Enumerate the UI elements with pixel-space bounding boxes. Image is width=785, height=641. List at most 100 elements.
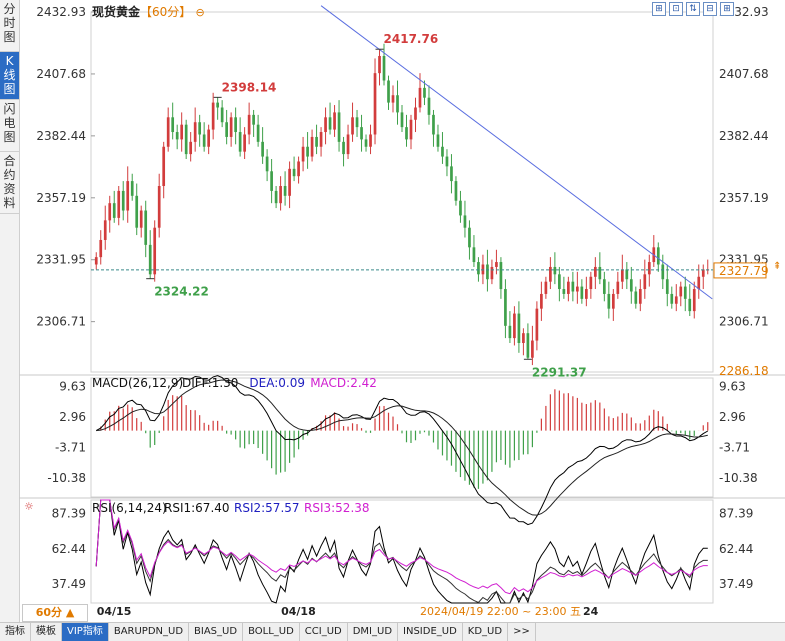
candle-body — [638, 289, 642, 304]
tab-contract-info[interactable]: 合约资料 — [0, 152, 19, 214]
macd-diff-line — [95, 375, 709, 526]
tab-kd[interactable]: KD_UD — [463, 623, 509, 641]
candle-body — [184, 124, 188, 155]
candle-body — [593, 266, 597, 277]
candle-body — [535, 308, 539, 341]
candle-body — [247, 114, 251, 135]
candle-body — [567, 281, 570, 294]
candle-body — [270, 171, 273, 191]
candle-body — [477, 262, 480, 275]
candle-body — [558, 274, 561, 290]
tab-cci[interactable]: CCI_UD — [300, 623, 348, 641]
macd-value-macd: MACD:2.42 — [310, 376, 377, 390]
candle-body — [306, 146, 309, 157]
candle-body — [94, 257, 98, 265]
candle-body — [540, 293, 543, 309]
candle-body — [130, 181, 134, 196]
candle-body — [616, 281, 620, 294]
tab-dmi[interactable]: DMI_UD — [348, 623, 399, 641]
tab-templates[interactable]: 模板 — [31, 623, 62, 641]
candle-body — [229, 117, 233, 137]
candle-body — [301, 146, 305, 162]
tab-flash-chart[interactable]: 闪电图 — [0, 100, 19, 152]
candle-body — [297, 161, 300, 177]
candle-body — [499, 262, 503, 290]
period-label[interactable]: 【60分】 — [140, 5, 192, 19]
indicator-tab-bar: 指标 模板 VIP指标 BARUPDN_UD BIAS_UD BOLL_UD C… — [0, 622, 785, 641]
rsi-tick-left: 87.39 — [52, 507, 86, 521]
macd-value-diff: DIFF:1.30 — [182, 376, 238, 390]
candle-body — [324, 117, 327, 133]
candle-body — [216, 102, 219, 108]
candle-body — [189, 141, 193, 155]
candle-body — [508, 325, 512, 339]
price-tick-right: 2407.68 — [719, 67, 769, 81]
candle-body — [148, 244, 152, 275]
candle-body — [391, 95, 395, 103]
zoom-icon[interactable]: ⊞ — [720, 2, 734, 16]
tab-barupdn[interactable]: BARUPDN_UD — [109, 623, 190, 641]
candle-body — [364, 139, 368, 147]
candle-body — [378, 55, 381, 74]
tab-time-sharing[interactable]: 分时图 — [0, 0, 19, 52]
tab-kline[interactable]: K线图 — [0, 52, 19, 100]
candle-body — [121, 190, 125, 211]
candle-body — [261, 141, 264, 157]
tab-inside[interactable]: INSIDE_UD — [398, 623, 463, 641]
candle-body — [589, 276, 593, 290]
candle-body — [288, 168, 291, 196]
candle-body — [135, 195, 139, 228]
tab-indicators[interactable]: 指标 — [0, 623, 31, 641]
side-tab-bar: 分时图 K线图 闪电图 合约资料 — [0, 0, 20, 622]
candle-body — [647, 262, 651, 275]
candle-body — [495, 262, 498, 267]
macd-tick-left: -10.38 — [47, 471, 86, 485]
tab-bias[interactable]: BIAS_UD — [189, 623, 244, 641]
candle-body — [522, 333, 525, 344]
settings-icon[interactable]: ⊟ — [703, 2, 717, 16]
candle-body — [544, 281, 548, 294]
candle-body — [333, 112, 336, 130]
tab-vip-indicators[interactable]: VIP指标 — [62, 623, 109, 641]
draw-icon[interactable]: ⇅ — [686, 2, 700, 16]
candle-body — [585, 289, 588, 299]
price-tick-left: 2331.95 — [36, 253, 86, 267]
candle-body — [351, 117, 354, 135]
fullscreen-icon[interactable]: ⊡ — [669, 2, 683, 16]
candle-body — [531, 340, 534, 358]
candle-body — [454, 181, 458, 201]
candle-body — [436, 134, 440, 147]
candle-body — [162, 146, 166, 187]
candle-body — [620, 269, 624, 282]
expand-icon[interactable]: ⊞ — [652, 2, 666, 16]
extreme-annotation: 2417.76 — [384, 32, 439, 46]
candle-body — [175, 132, 179, 140]
tab-boll[interactable]: BOLL_UD — [243, 623, 300, 641]
candle-body — [602, 279, 606, 294]
candle-body — [274, 190, 278, 204]
candle-body — [629, 279, 633, 292]
candle-body — [611, 293, 615, 309]
candle-body — [481, 264, 485, 275]
candle-body — [427, 97, 431, 115]
candle-body — [234, 117, 237, 133]
candle-body — [580, 286, 584, 299]
settings-sun-icon: ☼ — [24, 500, 34, 513]
period-button[interactable]: 60分 ▲ — [22, 604, 88, 622]
rsi3-line — [95, 499, 708, 595]
price-tick-right: 2357.19 — [719, 191, 769, 205]
candle-body — [553, 266, 557, 275]
candle-body — [665, 279, 669, 294]
candle-body — [441, 146, 444, 157]
tab-more[interactable]: >> — [508, 623, 536, 641]
x-axis-label: 04/18 — [281, 605, 316, 618]
candle-body — [513, 313, 516, 339]
candle-body — [369, 134, 372, 147]
candle-body — [211, 102, 215, 130]
candle-body — [387, 80, 390, 103]
chart-canvas[interactable]: 2432.93 2407.68 2382.44 2357.19 2331.95 2306.… — [0, 0, 785, 622]
rsi-value-rsi3: RSI3:52.38 — [304, 501, 370, 515]
candle-body — [643, 274, 647, 290]
period-selector-icon[interactable]: ⊖ — [195, 6, 205, 19]
extreme-annotation: 2398.14 — [222, 80, 277, 94]
